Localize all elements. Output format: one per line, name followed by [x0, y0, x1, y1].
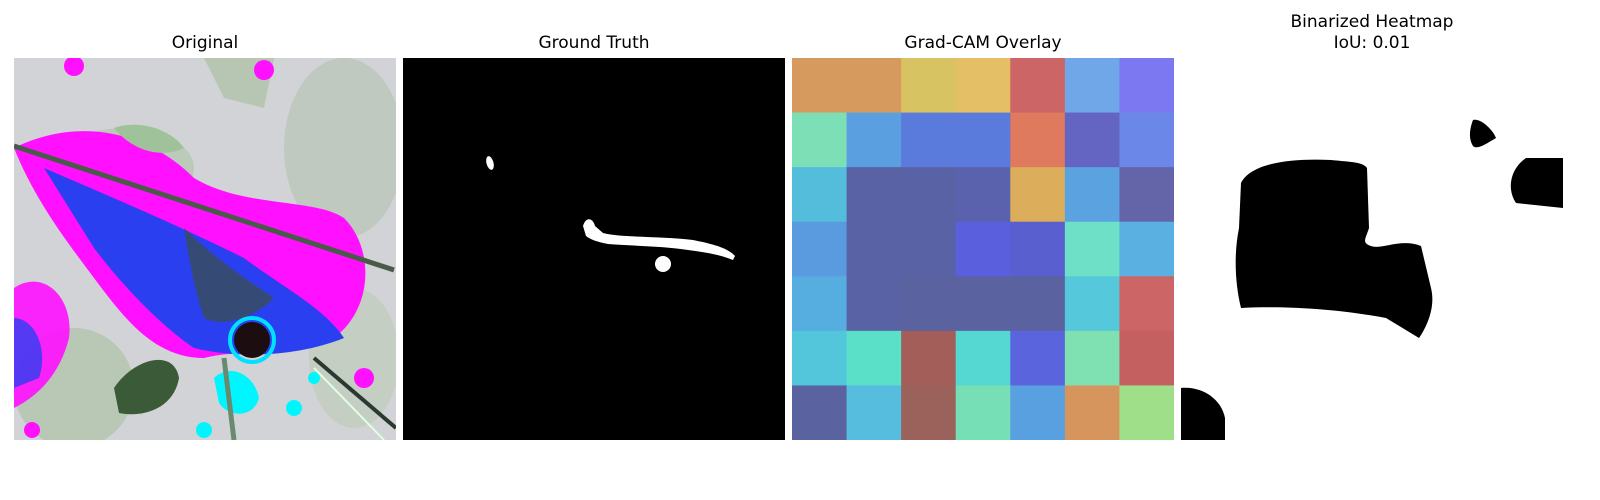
panel-title-iou: IoU: 0.01	[1333, 33, 1411, 53]
gradcam-cell-r5-c1	[846, 330, 902, 386]
gradcam-cell-r6-c5	[1064, 385, 1120, 440]
gradcam-cell-r0-c1	[846, 58, 902, 114]
gradcam-cell-r6-c0	[792, 385, 848, 440]
gradcam-cell-r1-c3	[955, 112, 1011, 168]
gradcam-cell-r5-c6	[1119, 330, 1174, 386]
panel-title-binarized: Binarized Heatmap IoU: 0.01	[1181, 12, 1563, 54]
gradcam-cell-r6-c4	[1010, 385, 1066, 440]
gradcam-cell-r1-c0	[792, 112, 848, 168]
gradcam-cell-r3-c3	[955, 221, 1011, 277]
gradcam-cell-r1-c1	[846, 112, 902, 168]
gradcam-cell-r2-c3	[955, 167, 1011, 223]
panel-title-gradcam: Grad-CAM Overlay	[904, 33, 1062, 53]
gradcam-cell-r1-c4	[1010, 112, 1066, 168]
gradcam-cell-r0-c4	[1010, 58, 1066, 114]
ground-truth-mask	[403, 58, 785, 440]
gradcam-overlay	[792, 58, 1174, 440]
gradcam-cell-r3-c4	[1010, 221, 1066, 277]
gradcam-cell-r2-c1	[846, 167, 902, 223]
gradcam-cell-r5-c0	[792, 330, 848, 386]
gradcam-cell-r0-c3	[955, 58, 1011, 114]
gradcam-cell-r2-c2	[901, 167, 957, 223]
gradcam-cell-r5-c2	[901, 330, 957, 386]
binarized-heatmap	[1181, 58, 1563, 440]
gradcam-cell-r2-c4	[1010, 167, 1066, 223]
gradcam-cell-r3-c0	[792, 221, 848, 277]
gradcam-cell-r1-c6	[1119, 112, 1174, 168]
gradcam-cell-r2-c0	[792, 167, 848, 223]
gradcam-cell-r2-c6	[1119, 167, 1174, 223]
gradcam-cell-r0-c2	[901, 58, 957, 114]
panel-title-ground-truth: Ground Truth	[538, 33, 650, 53]
gradcam-cell-r0-c6	[1119, 58, 1174, 114]
gradcam-cell-r1-c5	[1064, 112, 1120, 168]
gradcam-cell-r0-c0	[792, 58, 848, 114]
gradcam-cell-r5-c4	[1010, 330, 1066, 386]
gradcam-cell-r4-c0	[792, 276, 848, 332]
gradcam-cell-r1-c2	[901, 112, 957, 168]
gradcam-cell-r5-c3	[955, 330, 1011, 386]
gradcam-cell-r5-c5	[1064, 330, 1120, 386]
gradcam-cell-r4-c2	[901, 276, 957, 332]
gradcam-cell-r2-c5	[1064, 167, 1120, 223]
gradcam-cell-r4-c1	[846, 276, 902, 332]
gradcam-cell-r3-c6	[1119, 221, 1174, 277]
gradcam-cell-r4-c4	[1010, 276, 1066, 332]
panel-title-original: Original	[171, 33, 239, 53]
gradcam-cell-r4-c6	[1119, 276, 1174, 332]
panel-title-binarized-line-1: Binarized Heatmap	[1290, 12, 1454, 32]
gradcam-cell-r6-c1	[846, 385, 902, 440]
gradcam-cell-r4-c5	[1064, 276, 1120, 332]
gradcam-cell-r6-c2	[901, 385, 957, 440]
gradcam-cell-r3-c2	[901, 221, 957, 277]
gradcam-cell-r3-c5	[1064, 221, 1120, 277]
gradcam-cell-r6-c6	[1119, 385, 1174, 440]
gradcam-cell-r0-c5	[1064, 58, 1120, 114]
gradcam-cell-r3-c1	[846, 221, 902, 277]
original-image	[14, 58, 396, 440]
gradcam-cell-r4-c3	[955, 276, 1011, 332]
gradcam-cell-r6-c3	[955, 385, 1011, 440]
